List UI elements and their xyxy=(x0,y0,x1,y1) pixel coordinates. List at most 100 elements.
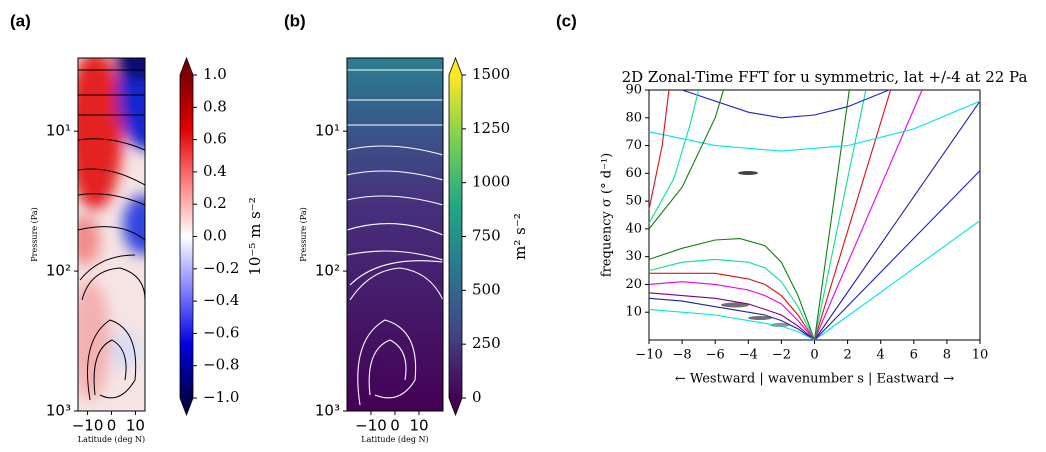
x-tick-label: 10 xyxy=(409,417,428,435)
y-axis-label: Pressure (Pa) xyxy=(299,207,308,261)
y-tick-label: 90 xyxy=(625,83,642,98)
colorbar-tick-label: 1.0 xyxy=(203,65,227,83)
y-tick-label: 10¹ xyxy=(315,122,340,140)
x-tick-label: 4 xyxy=(877,348,885,363)
x-tick-label: −10 xyxy=(635,348,662,363)
colorbar-tick-label: −0.4 xyxy=(203,291,239,309)
colorbar-tick-label: 0 xyxy=(472,388,482,406)
field-b xyxy=(347,58,443,411)
x-tick-label: 0 xyxy=(390,417,400,435)
x-tick-label: 10 xyxy=(972,348,989,363)
colorbar-extend xyxy=(180,58,193,75)
colorbar-tick-label: 0.8 xyxy=(203,97,227,115)
streamlines xyxy=(347,69,443,406)
dispersion-curve xyxy=(648,292,815,341)
x-tick-label: −8 xyxy=(673,348,692,363)
field-a xyxy=(78,58,145,411)
colorbar-tick-label: 0.0 xyxy=(203,227,227,245)
y-tick-label: 10² xyxy=(46,262,71,280)
y-tick-label: 20 xyxy=(625,277,642,292)
y-tick-label: 50 xyxy=(625,194,642,209)
colorbar-tick-label: 0.4 xyxy=(203,162,227,180)
x-tick-label: −4 xyxy=(739,348,758,363)
colorbar-tick-label: 0.6 xyxy=(203,130,227,148)
x-axis-label: ← Westward | wavenumber s | Eastward → xyxy=(675,372,954,387)
colorbar-tick-label: 750 xyxy=(472,227,501,245)
x-axis-label: Latitude (deg N) xyxy=(361,435,428,444)
colorbar xyxy=(180,75,193,398)
colorbar-tick-label: −0.6 xyxy=(203,323,239,341)
colorbar-tick-label: −0.8 xyxy=(203,356,239,374)
y-axis-label: frequency σ (° d⁻¹) xyxy=(600,153,615,277)
dispersion-curve xyxy=(813,89,867,341)
power-blob xyxy=(738,171,758,175)
x-tick-label: 6 xyxy=(910,348,918,363)
dispersion-curve xyxy=(648,258,815,341)
colorbar-extend xyxy=(449,58,462,75)
chart-title: 2D Zonal-Time FFT for u symmetric, lat +… xyxy=(622,68,1028,86)
y-tick-label: 80 xyxy=(625,110,642,125)
power-blob xyxy=(721,302,749,308)
dispersion-curve xyxy=(648,89,700,224)
dispersion-curve xyxy=(814,100,981,341)
dispersion-curve xyxy=(814,170,981,341)
colorbar-tick-label: 500 xyxy=(472,280,501,298)
colorbar-tick-label: 250 xyxy=(472,334,501,352)
panel-label: (c) xyxy=(556,11,577,30)
colorbar-tick-label: −0.2 xyxy=(203,259,239,277)
x-tick-label: 10 xyxy=(126,417,145,435)
power-blob xyxy=(748,316,772,320)
y-tick-label: 10¹ xyxy=(46,122,71,140)
dispersion-curve xyxy=(813,89,892,341)
y-axis-label: Pressure (Pa) xyxy=(30,207,39,261)
dispersion-curve xyxy=(648,297,815,341)
y-tick-label: 10³ xyxy=(46,402,71,420)
dispersion-curve xyxy=(648,89,670,210)
x-tick-label: −2 xyxy=(772,348,791,363)
panel-label: (a) xyxy=(10,11,31,30)
spectral-power xyxy=(721,171,790,327)
y-tick-label: 70 xyxy=(625,138,642,153)
y-tick-label: 10³ xyxy=(315,402,340,420)
x-tick-label: 0 xyxy=(810,348,818,363)
power-blob xyxy=(770,323,790,327)
x-tick-label: −6 xyxy=(706,348,725,363)
streamlines xyxy=(78,69,145,401)
dispersion-curve xyxy=(814,220,981,341)
y-tick-label: 10 xyxy=(625,305,642,320)
colorbar-extend xyxy=(449,398,462,415)
panel-label: (b) xyxy=(284,11,306,30)
x-tick-label: 8 xyxy=(943,348,951,363)
dispersion-curve xyxy=(648,89,725,230)
x-tick-label: −10 xyxy=(72,417,104,435)
colorbar-label: 10⁻⁵ m s⁻² xyxy=(246,197,264,275)
dispersion-curve xyxy=(648,308,815,341)
y-tick-label: 60 xyxy=(625,166,642,181)
dispersion-curve xyxy=(813,89,923,341)
dispersion-curve xyxy=(648,281,815,341)
field-background xyxy=(347,58,443,411)
dispersion-curve xyxy=(681,89,890,119)
dispersion-curve xyxy=(813,89,850,341)
dispersion-curve xyxy=(648,100,981,152)
dispersion-curve xyxy=(648,238,816,341)
colorbar-tick-label: 1000 xyxy=(472,173,510,191)
colorbar-tick-label: 0.2 xyxy=(203,194,227,212)
colorbar xyxy=(449,75,462,398)
y-tick-label: 40 xyxy=(625,221,642,236)
plot-frame xyxy=(648,89,981,341)
colorbar-extend xyxy=(180,398,193,415)
colorbar-tick-label: 1250 xyxy=(472,119,510,137)
x-axis-label: Latitude (deg N) xyxy=(78,435,145,444)
dispersion-curve xyxy=(649,272,815,341)
y-tick-label: 30 xyxy=(625,249,642,264)
y-tick-label: 10² xyxy=(315,262,340,280)
x-tick-label: 0 xyxy=(107,417,117,435)
colorbar-tick-label: −1.0 xyxy=(203,388,239,406)
colorbar-label: m² s⁻² xyxy=(511,213,529,260)
x-tick-label: 2 xyxy=(843,348,851,363)
colorbar-tick-label: 1500 xyxy=(472,65,510,83)
x-tick-label: −10 xyxy=(355,417,387,435)
